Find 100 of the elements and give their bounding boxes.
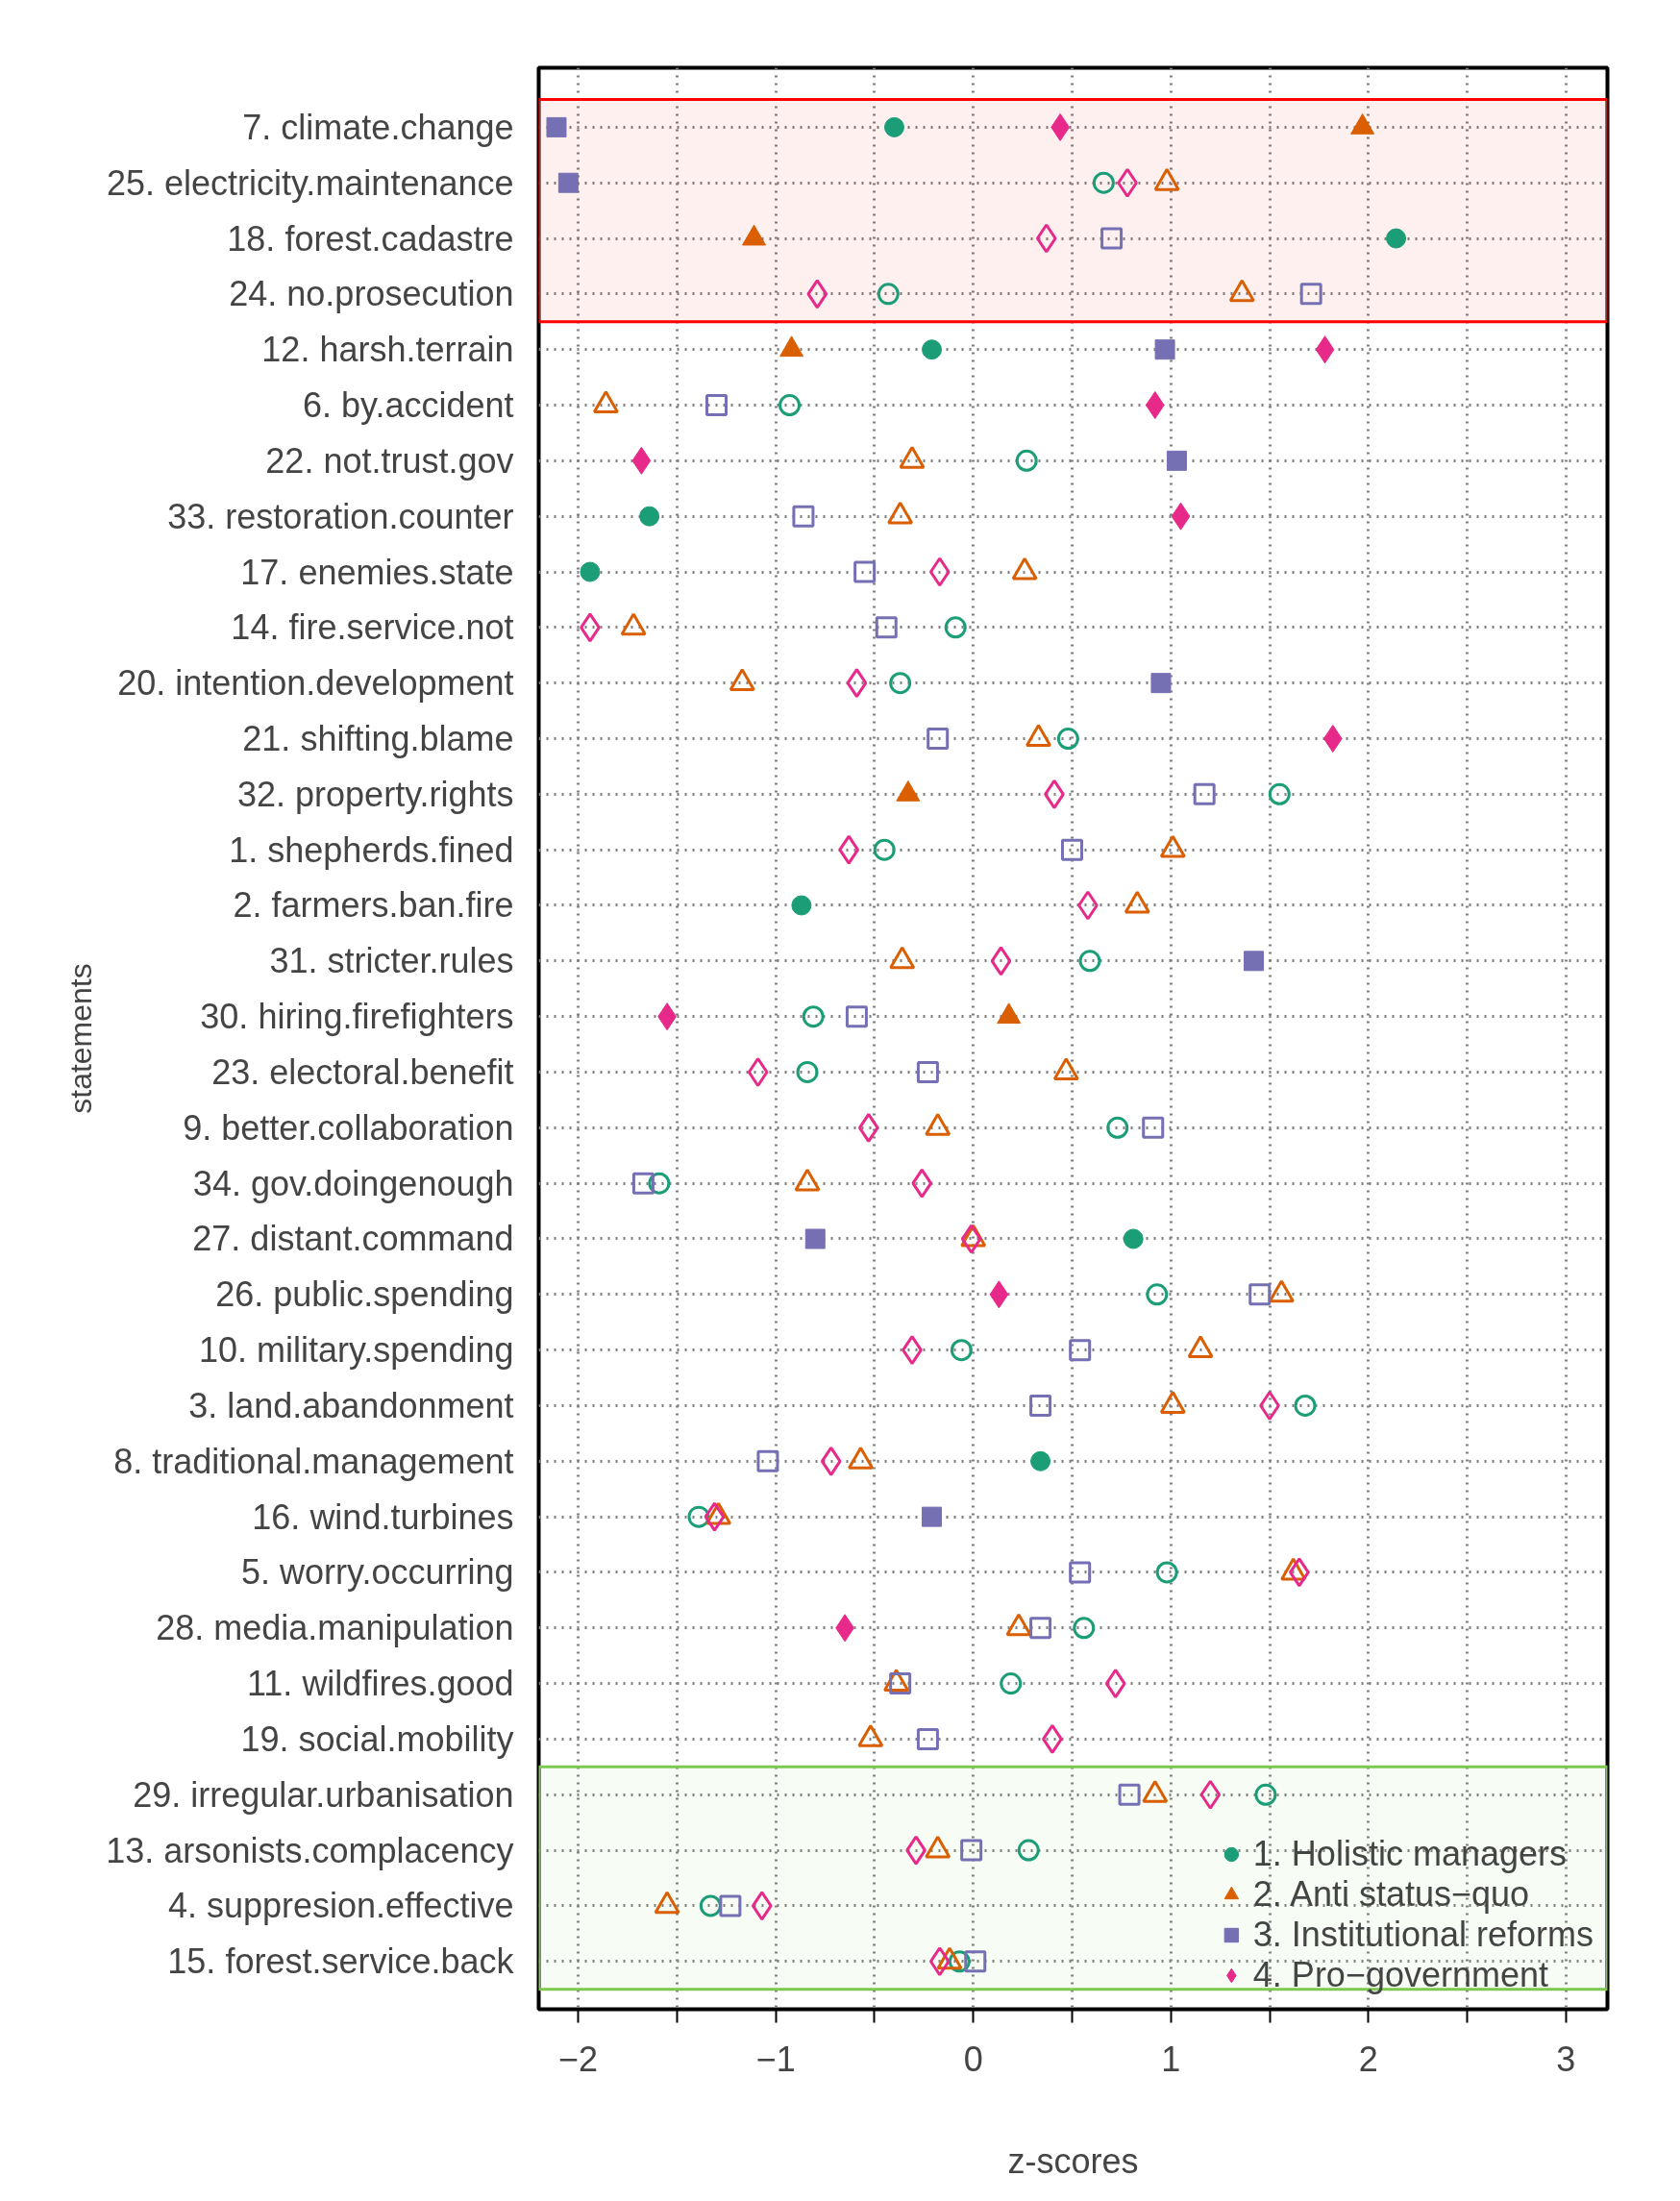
point <box>1322 725 1343 754</box>
x-tick-label: 3 <box>1556 2039 1576 2079</box>
point <box>802 1005 825 1028</box>
point <box>922 1506 943 1527</box>
point <box>1000 1672 1023 1695</box>
y-tick-label: 19. social.mobility <box>240 1719 514 1759</box>
y-tick-label: 28. media.manipulation <box>156 1608 514 1648</box>
point <box>804 1228 826 1249</box>
point <box>1146 1283 1169 1306</box>
legend-label: 3. Institutional reforms <box>1252 1915 1594 1955</box>
point <box>546 116 567 137</box>
point <box>1015 449 1038 472</box>
point <box>1145 391 1165 420</box>
y-tick-label: 1. shepherds.fined <box>229 829 514 870</box>
legend-label: 4. Pro−government <box>1252 1955 1549 1995</box>
point <box>1104 1669 1126 1699</box>
point <box>1069 1339 1092 1362</box>
y-tick-label: 30. hiring.firefighters <box>200 997 514 1037</box>
point <box>1056 728 1079 750</box>
point <box>1100 227 1124 250</box>
point <box>1035 223 1057 254</box>
point <box>1386 228 1407 249</box>
y-tick-label: 24. no.prosecution <box>229 274 514 314</box>
point <box>751 1891 773 1921</box>
point <box>1092 171 1115 194</box>
point <box>990 946 1012 977</box>
point <box>580 561 601 582</box>
y-tick-label: 18. forest.cadastre <box>227 218 514 259</box>
point <box>1166 450 1187 471</box>
point <box>1299 283 1322 306</box>
point <box>1069 1561 1092 1584</box>
point <box>778 394 802 417</box>
y-tick-label: 12. harsh.terrain <box>261 330 514 370</box>
y-tick-label: 5. worry.occurring <box>241 1552 514 1593</box>
x-tick-label: 1 <box>1161 2039 1181 2079</box>
point <box>1123 1228 1144 1249</box>
legend-label: 2. Anti status−quo <box>1252 1874 1530 1915</box>
y-tick-label: 20. intention.development <box>117 663 514 704</box>
point <box>989 1280 1009 1309</box>
point <box>853 560 877 583</box>
point <box>1193 782 1216 805</box>
y-tick-label: 21. shifting.blame <box>242 719 514 759</box>
point <box>1029 1617 1052 1640</box>
point <box>639 506 660 527</box>
point <box>1171 502 1191 531</box>
point <box>883 116 904 137</box>
point <box>704 394 728 417</box>
point <box>747 1056 769 1087</box>
point <box>806 279 828 309</box>
point <box>1254 1783 1277 1806</box>
point <box>1073 1617 1096 1640</box>
y-tick-label: 9. better.collaboration <box>183 1107 514 1148</box>
point <box>1106 1116 1129 1139</box>
x-tick-label: −1 <box>755 2039 796 2079</box>
point <box>928 556 951 587</box>
y-tick-label: 15. forest.service.back <box>167 1941 515 1982</box>
point <box>964 1950 987 1973</box>
point <box>916 1727 939 1750</box>
point <box>873 838 896 861</box>
y-tick-label: 22. not.trust.gov <box>265 440 514 481</box>
y-tick-label: 27. distant.command <box>192 1219 514 1259</box>
point <box>1017 1839 1040 1862</box>
y-tick-label: 6. by.accident <box>303 385 514 426</box>
legend-label: 1. Holistic managers <box>1252 1834 1567 1874</box>
y-tick-label: 3. land.abandonment <box>188 1385 514 1425</box>
y-tick-label: 34. gov.doingenough <box>192 1163 514 1203</box>
point <box>857 1112 879 1143</box>
point <box>838 834 860 865</box>
point <box>1294 1394 1317 1417</box>
x-tick-label: −2 <box>558 2039 599 2079</box>
point <box>704 1501 726 1532</box>
point <box>1118 1783 1141 1806</box>
point <box>631 446 652 475</box>
point <box>1244 951 1265 972</box>
y-tick-label: 16. wind.turbines <box>252 1496 514 1537</box>
y-tick-label: 10. military.spending <box>199 1330 514 1371</box>
y-tick-label: 8. traditional.management <box>113 1441 514 1481</box>
y-tick-label: 2. farmers.ban.fire <box>233 885 514 926</box>
point <box>1155 1561 1178 1584</box>
y-tick-label: 33. restoration.counter <box>167 496 514 536</box>
point <box>845 1005 868 1028</box>
y-tick-label: 31. stricter.rules <box>269 941 514 981</box>
point <box>1029 1394 1052 1417</box>
point <box>950 1339 973 1362</box>
point <box>1268 782 1291 805</box>
point <box>1030 1450 1051 1471</box>
y-tick-label: 4. suppresion.effective <box>167 1886 514 1926</box>
point <box>911 1168 933 1199</box>
point <box>1060 838 1083 861</box>
point <box>1248 1283 1272 1306</box>
point <box>791 895 812 916</box>
point <box>796 1061 819 1083</box>
y-axis-title: statements <box>63 963 99 1114</box>
y-tick-label: 11. wildfires.good <box>247 1664 514 1704</box>
y-tick-label: 26. public.spending <box>215 1274 514 1315</box>
point <box>1078 950 1101 973</box>
point <box>719 1894 742 1917</box>
point <box>916 1060 939 1083</box>
point <box>944 616 967 639</box>
point <box>792 505 815 528</box>
